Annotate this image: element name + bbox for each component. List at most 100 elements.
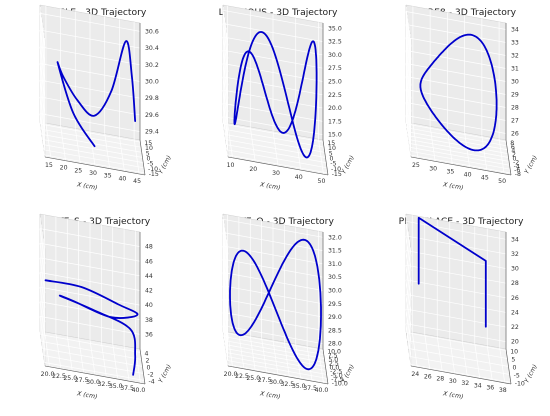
y-grid-line (226, 144, 327, 163)
z-grid-line (222, 245, 324, 265)
trajectory-line (229, 238, 322, 371)
x-tick-label: 20.0 (224, 371, 238, 378)
z-grid-line (222, 219, 229, 255)
z-tick-label: 28 (511, 105, 519, 112)
z-grid-line (39, 301, 46, 337)
y-tick-label: -10.0 (332, 380, 348, 387)
y-tick-label: 2 (146, 358, 150, 365)
z-tick-label: 35.0 (328, 25, 342, 32)
y-tick-label: -4 (149, 379, 155, 386)
z-tick-label: 40 (145, 302, 153, 309)
z-grid-line (39, 63, 141, 82)
z-grid-line (222, 285, 229, 321)
y-grid-line (223, 123, 324, 143)
z-grid-line (39, 228, 141, 247)
y-tick-label: -15 (149, 171, 159, 178)
y-grid-line (226, 149, 328, 169)
x-tick-label: 20 (60, 165, 68, 172)
z-grid-line (39, 257, 46, 293)
x-axis-line (410, 365, 512, 385)
y-tick-label: -10 (331, 166, 341, 173)
x-axis-label: X (cm) (259, 181, 281, 192)
z-tick-label: 24 (511, 309, 519, 316)
z-grid-line (222, 116, 229, 152)
z-grid-line (405, 115, 507, 134)
y-grid-line (226, 356, 327, 375)
x-axis-line (44, 156, 146, 176)
z-grid-line (222, 312, 324, 331)
z-tick-label: 28.5 (328, 327, 342, 334)
x-tick-label: 50 (318, 178, 326, 185)
z-grid-line (222, 245, 229, 281)
y-axis-line (322, 348, 329, 385)
chart-panel-3: FIGURE8 - 3D Trajectory 25 30 35 40 45 50 -8-6-… (405, 4, 539, 192)
z-grid-line (222, 10, 229, 46)
z-tick-label: 27.5 (328, 65, 342, 72)
z-grid-line (39, 96, 46, 132)
x-tick-label: 10 (227, 162, 235, 169)
x-tick-label: 30 (449, 378, 457, 385)
x-tick-label: 32.5 (97, 381, 111, 388)
z-tick-label: 26 (511, 131, 519, 138)
z-tick-label: 17.5 (328, 118, 342, 125)
y-tick-label: 4 (511, 148, 515, 155)
x-tick-label: 30 (89, 170, 97, 177)
y-tick-label: 15 (144, 140, 152, 147)
chart-panel-4: WRITE_S - 3D Trajectory20.022.525.027.53… (39, 213, 173, 401)
z-tick-label: 25.0 (328, 79, 342, 86)
z-grid-line (222, 23, 324, 42)
z-grid-line (39, 316, 141, 335)
x-axis-line (227, 365, 329, 385)
z-tick-label: 34 (511, 236, 519, 243)
y-axis-line (505, 348, 512, 385)
z-tick-label: 22.5 (328, 92, 342, 99)
z-tick-label: 30 (511, 266, 519, 273)
y-tick-label: -2.5 (330, 368, 342, 375)
z-tick-label: 30 (511, 79, 519, 86)
y-tick-label: 0 (330, 156, 334, 163)
y-grid-line (410, 364, 511, 383)
trajectory-line (233, 31, 318, 159)
z-grid-line (39, 272, 46, 308)
x-tick-label: 40 (118, 175, 126, 182)
y-tick-label: -7.5 (331, 376, 343, 383)
x-tick-label: 37.5 (303, 385, 317, 392)
z-grid-line (222, 232, 229, 268)
z-grid-line (222, 76, 229, 112)
y-grid-line (223, 128, 325, 148)
z-grid-line (39, 257, 141, 277)
y-axis-label: Y (cm) (157, 363, 173, 384)
y-grid-line (43, 355, 144, 374)
y-axis-line (322, 139, 329, 176)
chart-title: CIRCLE - 3D Trajectory (44, 7, 147, 18)
y-tick-label: -10 (515, 380, 525, 387)
x-tick-label: 25.0 (246, 375, 260, 382)
z-tick-label: 31 (511, 66, 519, 73)
x-tick-label: 28 (436, 376, 444, 383)
x-tick-label: 50 (498, 178, 506, 185)
z-grid-line (405, 250, 507, 269)
back-pane (405, 213, 507, 350)
z-tick-label: 33 (511, 40, 519, 47)
x-tick-label: 37.5 (120, 385, 134, 392)
y-tick-label: 15 (327, 140, 335, 147)
z-tick-label: 48 (145, 244, 153, 251)
z-grid-line (405, 76, 507, 95)
y-tick-label: -10 (148, 166, 158, 173)
z-grid-line (39, 272, 141, 291)
y-tick-label: 5 (511, 357, 515, 364)
y-grid-line (40, 123, 141, 143)
z-tick-label: 28 (511, 280, 519, 287)
y-axis-line (139, 139, 146, 176)
z-grid-line (39, 287, 46, 323)
x-axis-line (410, 156, 512, 176)
z-grid-line (222, 312, 229, 348)
z-grid-line (222, 258, 324, 278)
x-tick-label: 22.5 (52, 373, 66, 380)
y-grid-line (223, 336, 324, 355)
chart-panel-5: WRITE_O - 3D Trajectory20.022.525.027.53… (222, 213, 356, 401)
y-tick-label: -8 (515, 171, 521, 178)
z-grid-line (222, 285, 324, 305)
y-tick-label: 4 (145, 351, 149, 358)
y-grid-line (406, 332, 507, 351)
